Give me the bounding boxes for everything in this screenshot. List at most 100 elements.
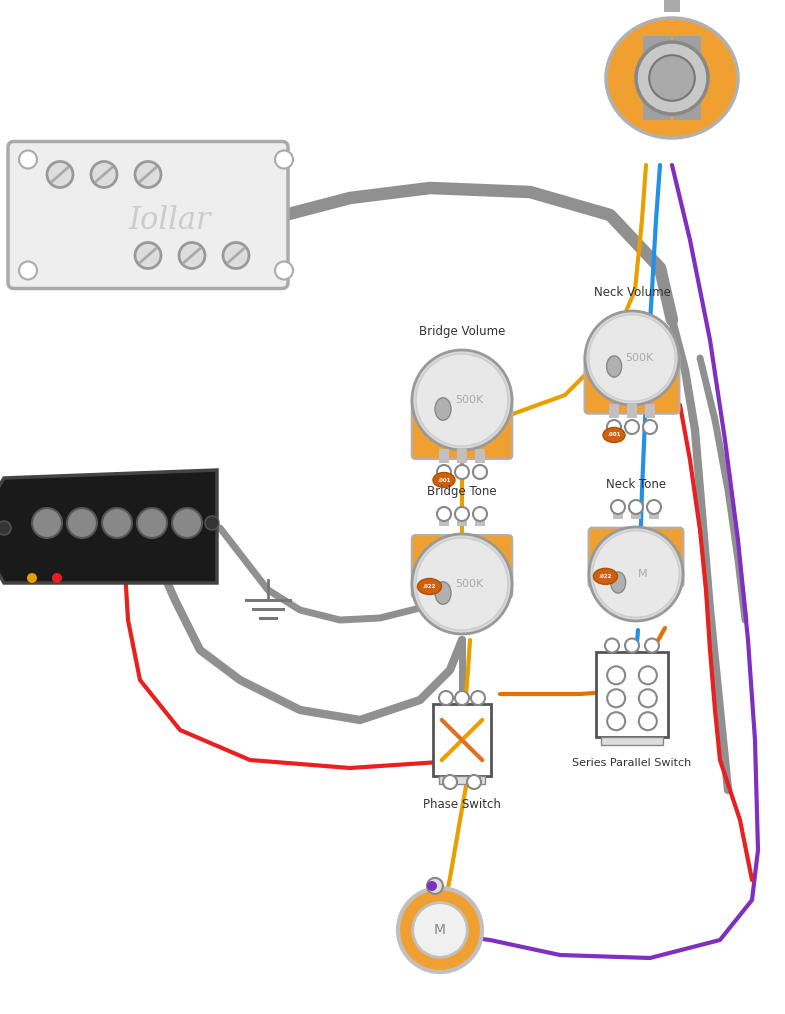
Circle shape bbox=[611, 500, 625, 514]
Circle shape bbox=[643, 420, 657, 434]
FancyBboxPatch shape bbox=[8, 142, 288, 289]
Bar bbox=[601, 736, 663, 744]
Bar bbox=[457, 514, 467, 526]
Circle shape bbox=[137, 508, 167, 538]
Text: 500K: 500K bbox=[455, 579, 484, 589]
Circle shape bbox=[589, 527, 683, 621]
Bar bbox=[475, 449, 485, 463]
Circle shape bbox=[437, 465, 451, 479]
Bar bbox=[631, 507, 641, 519]
Circle shape bbox=[135, 242, 161, 269]
Circle shape bbox=[473, 465, 487, 479]
Circle shape bbox=[135, 161, 161, 188]
FancyBboxPatch shape bbox=[585, 352, 680, 414]
Circle shape bbox=[205, 516, 219, 530]
Circle shape bbox=[437, 507, 451, 521]
Circle shape bbox=[625, 420, 639, 434]
Ellipse shape bbox=[435, 582, 451, 604]
Circle shape bbox=[398, 888, 482, 972]
Circle shape bbox=[32, 508, 62, 538]
Ellipse shape bbox=[603, 428, 625, 442]
Text: 500K: 500K bbox=[455, 395, 484, 405]
Ellipse shape bbox=[433, 473, 455, 488]
Circle shape bbox=[427, 878, 443, 894]
Ellipse shape bbox=[607, 356, 622, 377]
Bar bbox=[673, 37, 687, 120]
Circle shape bbox=[607, 712, 625, 730]
Text: Neck Volume: Neck Volume bbox=[593, 286, 670, 299]
Circle shape bbox=[275, 262, 293, 280]
Circle shape bbox=[585, 311, 679, 405]
Circle shape bbox=[0, 521, 11, 535]
Circle shape bbox=[275, 150, 293, 168]
Circle shape bbox=[412, 350, 512, 450]
Bar bbox=[433, 704, 491, 776]
Circle shape bbox=[467, 775, 481, 789]
Text: Series Parallel Switch: Series Parallel Switch bbox=[572, 758, 692, 769]
Text: .022: .022 bbox=[423, 584, 436, 589]
Polygon shape bbox=[0, 470, 217, 583]
Circle shape bbox=[416, 354, 508, 446]
Bar bbox=[439, 776, 485, 784]
Circle shape bbox=[455, 465, 469, 479]
Circle shape bbox=[19, 262, 37, 280]
Ellipse shape bbox=[435, 397, 451, 420]
Circle shape bbox=[647, 500, 661, 514]
Circle shape bbox=[47, 161, 73, 188]
Circle shape bbox=[639, 666, 657, 684]
Bar bbox=[439, 449, 449, 463]
Bar bbox=[613, 507, 623, 519]
Circle shape bbox=[19, 150, 37, 168]
FancyBboxPatch shape bbox=[412, 535, 513, 598]
Circle shape bbox=[636, 42, 708, 114]
Circle shape bbox=[179, 242, 205, 269]
Circle shape bbox=[455, 507, 469, 521]
Circle shape bbox=[52, 573, 62, 583]
Circle shape bbox=[27, 573, 37, 583]
Circle shape bbox=[443, 775, 457, 789]
Bar bbox=[664, 0, 680, 12]
Circle shape bbox=[589, 314, 675, 402]
Circle shape bbox=[427, 881, 437, 891]
Bar bbox=[645, 404, 655, 418]
Circle shape bbox=[102, 508, 132, 538]
FancyBboxPatch shape bbox=[589, 527, 684, 587]
Bar bbox=[657, 37, 671, 120]
Ellipse shape bbox=[611, 572, 626, 593]
Bar bbox=[609, 404, 619, 418]
Bar bbox=[475, 514, 485, 526]
Circle shape bbox=[607, 666, 625, 684]
Text: .022: .022 bbox=[599, 574, 612, 579]
Bar bbox=[596, 652, 668, 736]
Bar bbox=[687, 37, 701, 120]
Circle shape bbox=[607, 420, 621, 434]
Text: M: M bbox=[638, 569, 648, 579]
Bar bbox=[457, 449, 467, 463]
Circle shape bbox=[455, 691, 469, 705]
Text: .001: .001 bbox=[437, 478, 451, 483]
Ellipse shape bbox=[418, 579, 441, 594]
Bar bbox=[649, 507, 659, 519]
Circle shape bbox=[172, 508, 202, 538]
Bar bbox=[439, 514, 449, 526]
Circle shape bbox=[439, 691, 453, 705]
Circle shape bbox=[593, 530, 679, 618]
Text: .001: .001 bbox=[608, 433, 621, 437]
Circle shape bbox=[67, 508, 97, 538]
Text: Bridge Tone: Bridge Tone bbox=[427, 485, 497, 498]
Text: 500K: 500K bbox=[625, 353, 653, 363]
Text: M: M bbox=[434, 923, 446, 937]
Bar bbox=[643, 37, 657, 120]
Text: Iollar: Iollar bbox=[129, 205, 211, 235]
Text: Bridge Volume: Bridge Volume bbox=[419, 325, 506, 338]
Circle shape bbox=[625, 639, 639, 652]
FancyBboxPatch shape bbox=[412, 393, 513, 459]
Circle shape bbox=[412, 534, 512, 634]
Circle shape bbox=[607, 690, 625, 707]
Circle shape bbox=[605, 639, 619, 652]
Circle shape bbox=[639, 690, 657, 707]
Circle shape bbox=[639, 712, 657, 730]
Circle shape bbox=[649, 55, 695, 100]
Bar bbox=[627, 404, 637, 418]
Ellipse shape bbox=[593, 569, 618, 584]
